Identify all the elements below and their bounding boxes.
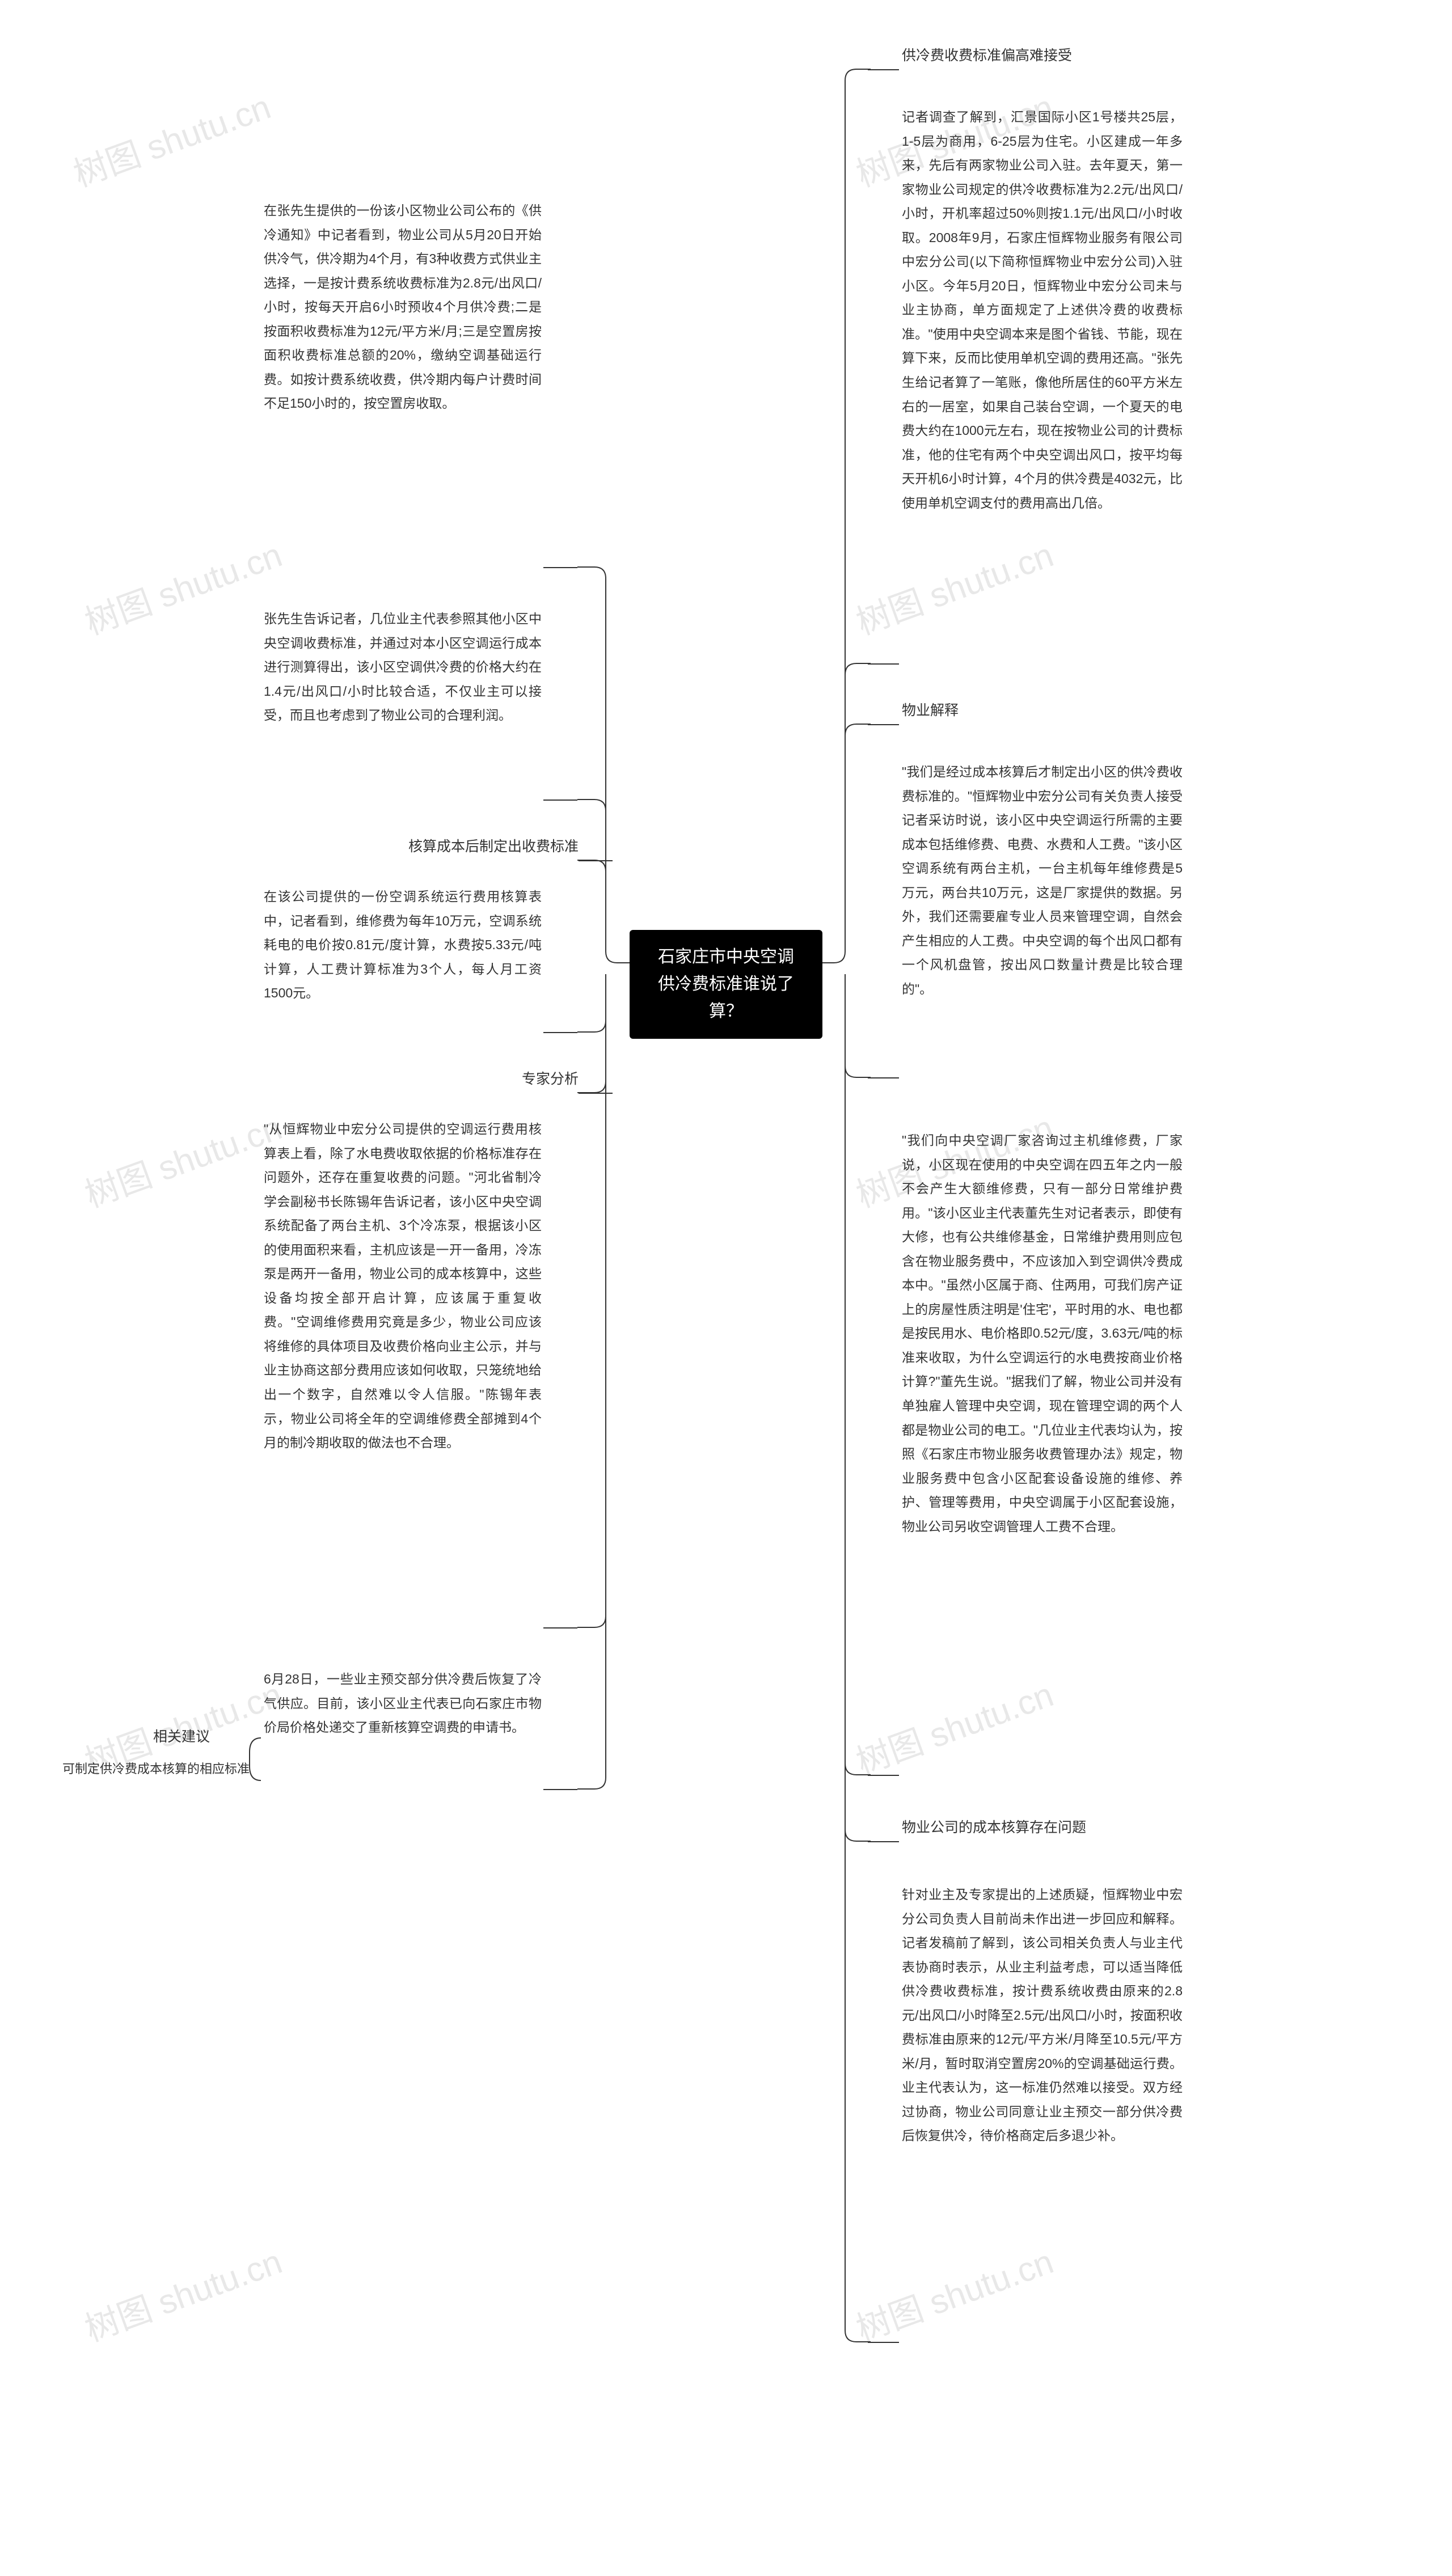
right-r2-p1: "我们是经过成本核算后才制定出小区的供冷费收费标准的。"恒辉物业中宏分公司有关负… [902, 760, 1183, 1001]
right-main-bracket [817, 68, 873, 2345]
connector-line [543, 1789, 577, 1790]
watermark: 树图 shutu.cn [77, 2234, 288, 2351]
right-r1-title: 供冷费收费标准偏高难接受 [902, 43, 1129, 69]
left-sec3-p1: "从恒辉物业中宏分公司提供的空调运行费用核算表上看，除了水电费收取依据的价格标准… [264, 1117, 542, 1455]
watermark: 树图 shutu.cn [849, 1667, 1059, 1784]
left-sec2-title: 核算成本后制定出收费标准 [374, 834, 579, 860]
connector-line [543, 1627, 577, 1628]
watermark: 树图 shutu.cn [66, 79, 276, 196]
left-sec2-p1: 在该公司提供的一份空调系统运行费用核算表中，记者看到，维修费为每年10万元，空调… [264, 885, 542, 1005]
connector-line [543, 1032, 577, 1033]
watermark: 树图 shutu.cn [77, 1100, 288, 1217]
left-sec4-item: 可制定供冷费成本核算的相应标准 [11, 1758, 250, 1781]
right-r3-title: 物业公司的成本核算存在问题 [902, 1814, 1157, 1841]
right-r3-p1: 针对业主及专家提出的上述质疑，恒辉物业中宏分公司负责人目前尚未作出进一步回应和解… [902, 1883, 1183, 2148]
watermark: 树图 shutu.cn [77, 527, 288, 644]
right-r1-p1: 记者调查了解到，汇景国际小区1号楼共25层，1-5层为商用，6-25层为住宅。小… [902, 105, 1183, 515]
left-sec1-p1: 在张先生提供的一份该小区物业公司公布的《供冷通知》中记者看到，物业公司从5月20… [264, 198, 542, 416]
left-sec1-p2: 张先生告诉记者，几位业主代表参照其他小区中央空调收费标准，并通过对本小区空调运行… [264, 607, 542, 727]
right-r2-p2: "我们向中央空调厂家咨询过主机维修费，厂家说，小区现在使用的中央空调在四五年之内… [902, 1128, 1183, 1538]
right-r2-title: 物业解释 [902, 697, 1015, 724]
left-sec4-title: 相关建议 [136, 1724, 210, 1750]
center-title: 石家庄市中央空调供冷费标准谁说了算？ [630, 930, 822, 1039]
connector-line [543, 800, 577, 801]
connector-line [543, 567, 577, 568]
left-sec3-title: 专家分析 [488, 1066, 579, 1092]
left-main-bracket [577, 566, 634, 1791]
watermark: 树图 shutu.cn [849, 527, 1059, 644]
watermark: 树图 shutu.cn [849, 2234, 1059, 2351]
left-sec4-p1: 6月28日，一些业主预交部分供冷费后恢复了冷气供应。目前，该小区业主代表已向石家… [264, 1667, 542, 1740]
